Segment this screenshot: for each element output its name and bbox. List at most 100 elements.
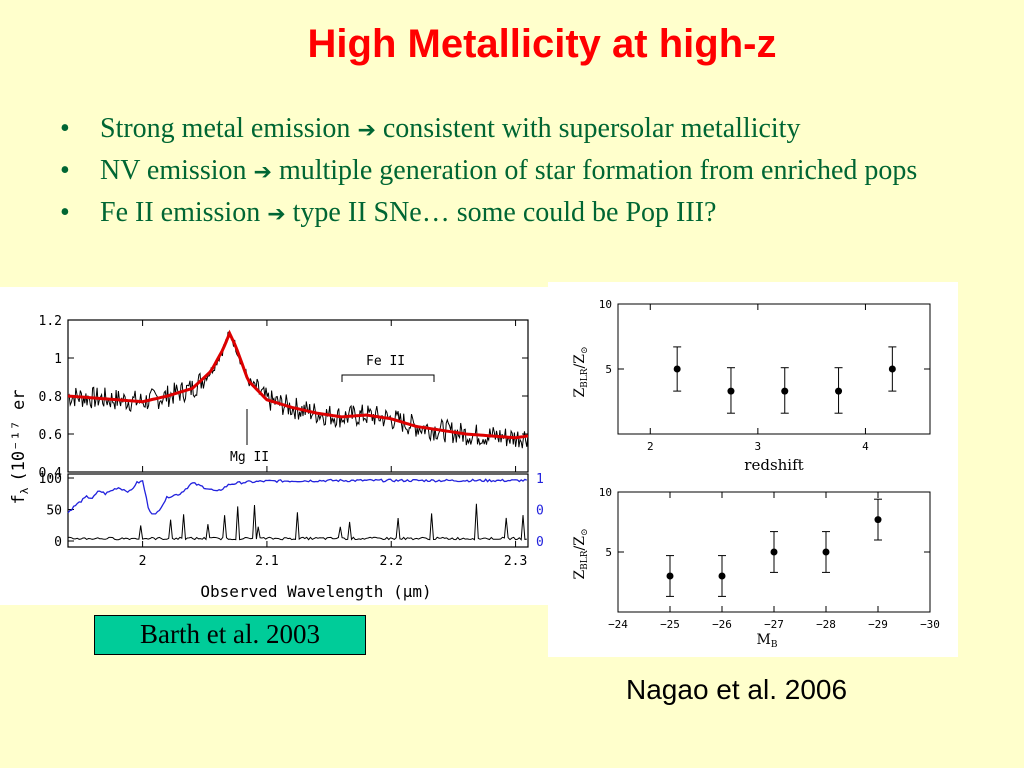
arrow-icon: ➔ xyxy=(253,160,272,185)
scatter-x-tick-label: −24 xyxy=(608,618,628,631)
metallicity-figure: 5 10 2 3 4 redshift ZBLR/Z⊙ 5 10 −24 −25 −26 −27−… xyxy=(548,282,958,657)
data-point xyxy=(718,572,726,580)
spectrum-y-tick-label: 0.8 xyxy=(39,390,62,405)
svg-text:ZBLR/Z⊙: ZBLR/Z⊙ xyxy=(572,528,590,579)
scatter-x-tick-label: −27 xyxy=(764,618,784,631)
data-point xyxy=(822,548,830,556)
bullet-dot: • xyxy=(60,155,70,186)
svg-text:ZBLR/Z⊙: ZBLR/Z⊙ xyxy=(572,346,590,397)
data-point xyxy=(673,365,681,373)
magnitude-x-label: MB xyxy=(757,632,778,650)
spectrum-y-label: fλ (10⁻¹⁷ er xyxy=(9,390,31,505)
data-point xyxy=(781,387,789,395)
transmission-x-axis: 2 2.1 2.2 2.3 xyxy=(139,541,527,569)
bullet-text-after: multiple generation of star formation fr… xyxy=(271,155,918,186)
spectrum-y-tick-label: 0.4 xyxy=(39,466,63,481)
redshift-points xyxy=(673,346,897,414)
mb-ylabel-z: Z xyxy=(572,570,588,580)
scatter-x-tick-label: −28 xyxy=(816,618,836,631)
transmission-y-tick-label: 100 xyxy=(39,472,62,487)
bullet-dot: • xyxy=(60,197,70,228)
rz-ylabel-sub2: ⊙ xyxy=(580,346,590,354)
data-point xyxy=(835,387,843,395)
scatter-x-tick-label: −29 xyxy=(868,618,888,631)
spectrum-y-axis: 0.4 0.6 0.8 1 1.2 xyxy=(39,314,528,481)
transmission-x-tick-label: 2.3 xyxy=(504,554,527,569)
magnitude-points xyxy=(666,498,882,597)
transmission-y-axis: 0 50 100 xyxy=(39,472,74,550)
bullet-item: • Strong metal emission ➔ consistent with… xyxy=(60,110,1000,150)
spectrum-figure: 0.4 0.6 0.8 1 1.2 Mg II Fe II fλ (10⁻¹⁷ er 0 5… xyxy=(0,287,548,605)
spectrum-chart: 0.4 0.6 0.8 1 1.2 Mg II Fe II fλ (10⁻¹⁷ er 0 5… xyxy=(9,314,544,601)
data-point xyxy=(874,516,882,524)
bullet-list: • Strong metal emission ➔ consistent with… xyxy=(60,110,1000,236)
scatter-x-tick-label: 3 xyxy=(755,440,762,453)
mb-ylabel-sub: BLR xyxy=(580,550,590,570)
bullet-item: • Fe II emission ➔ type II SNe… some coul… xyxy=(60,194,1000,234)
transmission-x-tick-label: 2.1 xyxy=(255,554,278,569)
magnitude-y-label: ZBLR/Z⊙ xyxy=(572,528,590,579)
scatter-x-tick-label: 4 xyxy=(862,440,869,453)
scatter-x-tick-label: −30 xyxy=(920,618,940,631)
rz-ylabel-z: Z xyxy=(572,388,588,398)
nagao-citation: Nagao et al. 2006 xyxy=(626,674,848,705)
spectrum-y-tick-label: 1 xyxy=(54,352,62,367)
spectrum-ylabel-unit: (10⁻¹⁷ er xyxy=(9,390,29,482)
bullet-text-before: Fe II emission xyxy=(100,197,268,228)
spectrum-x-label: Observed Wavelength (μm) xyxy=(200,582,431,601)
transmission-right-axis: 0 0 1 xyxy=(536,472,544,550)
mb-xlabel: M xyxy=(757,632,771,648)
svg-text:fλ(10⁻¹⁷ er: fλ (10⁻¹⁷ er xyxy=(9,390,31,505)
spectrum-fit-line xyxy=(67,329,529,440)
spectrum-data-line xyxy=(67,331,529,449)
transmission-y-tick-label: 50 xyxy=(46,504,62,519)
data-point xyxy=(770,548,778,556)
slide-title: High Metallicity at high-z xyxy=(307,22,777,66)
bullet-item: • NV emission ➔ multiple generation of st… xyxy=(60,152,1000,192)
mb-xlabel-sub: B xyxy=(771,640,778,650)
redshift-axes: 5 10 2 3 4 xyxy=(599,298,930,453)
feii-label: Fe II xyxy=(366,354,405,369)
bullet-dot: • xyxy=(60,113,70,144)
data-point xyxy=(727,387,735,395)
rz-ylabel-sub: BLR xyxy=(580,368,590,388)
transmission-right-tick-label: 0 xyxy=(536,535,544,550)
feii-bracket xyxy=(341,374,435,382)
rz-ylabel-tail: /Z xyxy=(572,354,588,369)
transmission-y-tick-label: 0 xyxy=(54,535,62,550)
mgii-label: Mg II xyxy=(230,450,269,465)
atmospheric-transmission-line xyxy=(67,478,528,515)
data-point xyxy=(888,365,896,373)
scatter-y-tick-label: 5 xyxy=(605,363,612,376)
transmission-right-tick-label: 1 xyxy=(536,472,544,487)
sky-lines xyxy=(67,503,527,541)
redshift-x-label: redshift xyxy=(744,456,803,474)
spectrum-frame xyxy=(67,319,529,473)
spectrum-x-ticks xyxy=(142,320,517,472)
barth-citation: Barth et al. 2003 xyxy=(94,615,366,655)
bullet-text-before: NV emission xyxy=(100,155,254,186)
arrow-icon: ➔ xyxy=(357,118,376,143)
bullet-text-after: consistent with supersolar metallicity xyxy=(375,113,801,144)
bullet-text-before: Strong metal emission xyxy=(100,113,358,144)
redshift-panel-frame xyxy=(617,303,931,435)
scatter-x-tick-label: 2 xyxy=(647,440,654,453)
bullet-text-after: type II SNe… some could be Pop III? xyxy=(285,197,717,228)
data-point xyxy=(666,572,674,580)
spectrum-y-tick-label: 0.6 xyxy=(39,428,62,443)
magnitude-axes: 5 10 −24 −25 −26 −27 −28 −29 −30 xyxy=(599,486,940,631)
arrow-icon: ➔ xyxy=(267,202,286,227)
mb-ylabel-tail: /Z xyxy=(572,536,588,551)
scatter-y-tick-label: 10 xyxy=(599,298,612,311)
redshift-y-label: ZBLR/Z⊙ xyxy=(572,346,590,397)
scatter-y-tick-label: 5 xyxy=(605,546,612,559)
scatter-x-tick-label: −25 xyxy=(660,618,680,631)
transmission-right-tick-label: 0 xyxy=(536,504,544,519)
spectrum-ylabel-sub: λ xyxy=(18,487,31,494)
scatter-x-tick-label: −26 xyxy=(712,618,732,631)
mb-ylabel-sub2: ⊙ xyxy=(580,528,590,536)
transmission-x-tick-label: 2 xyxy=(139,554,147,569)
transmission-x-tick-label: 2.2 xyxy=(380,554,403,569)
scatter-y-tick-label: 10 xyxy=(599,486,612,499)
